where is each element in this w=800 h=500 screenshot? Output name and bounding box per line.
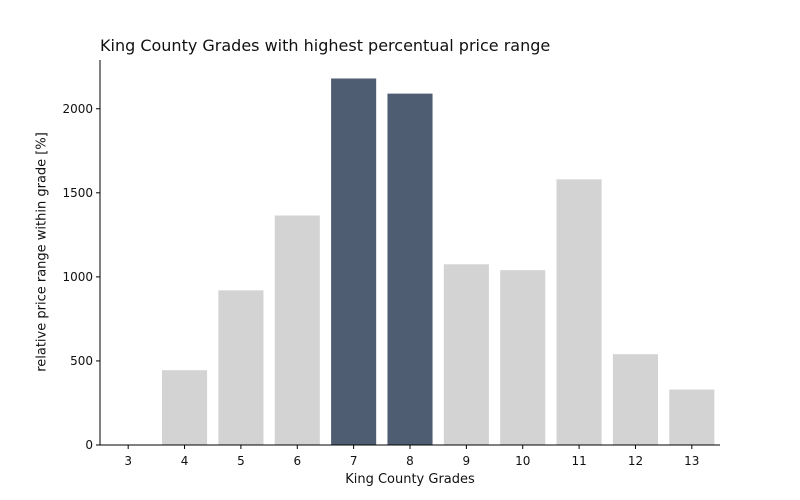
y-tick-label: 1500 bbox=[62, 186, 93, 200]
bar-grade-4 bbox=[162, 370, 208, 445]
bar-grade-8 bbox=[387, 93, 433, 445]
bar-grade-11 bbox=[556, 179, 602, 445]
x-tick-label: 6 bbox=[293, 454, 301, 468]
bar-grade-12 bbox=[612, 354, 658, 445]
bar-grade-6 bbox=[274, 215, 320, 445]
y-tick-label: 500 bbox=[70, 354, 93, 368]
bar-grade-9 bbox=[443, 264, 489, 445]
x-tick-label: 3 bbox=[124, 454, 132, 468]
x-tick-label: 9 bbox=[463, 454, 471, 468]
y-tick-label: 1000 bbox=[62, 270, 93, 284]
x-axis-label: King County Grades bbox=[345, 472, 475, 487]
y-tick-label: 0 bbox=[85, 438, 93, 452]
x-tick-label: 4 bbox=[181, 454, 189, 468]
bar-grade-7 bbox=[331, 78, 377, 446]
chart-title: King County Grades with highest percentu… bbox=[100, 36, 551, 55]
x-tick-label: 13 bbox=[684, 454, 699, 468]
x-tick-label: 5 bbox=[237, 454, 245, 468]
bar-grade-13 bbox=[669, 389, 715, 445]
x-tick-label: 7 bbox=[350, 454, 358, 468]
bar-grade-10 bbox=[500, 270, 546, 445]
x-tick-label: 12 bbox=[628, 454, 643, 468]
x-tick-label: 10 bbox=[515, 454, 530, 468]
x-tick-label: 8 bbox=[406, 454, 414, 468]
bar-grade-5 bbox=[218, 290, 264, 445]
x-tick-label: 11 bbox=[571, 454, 586, 468]
y-tick-label: 2000 bbox=[62, 102, 93, 116]
